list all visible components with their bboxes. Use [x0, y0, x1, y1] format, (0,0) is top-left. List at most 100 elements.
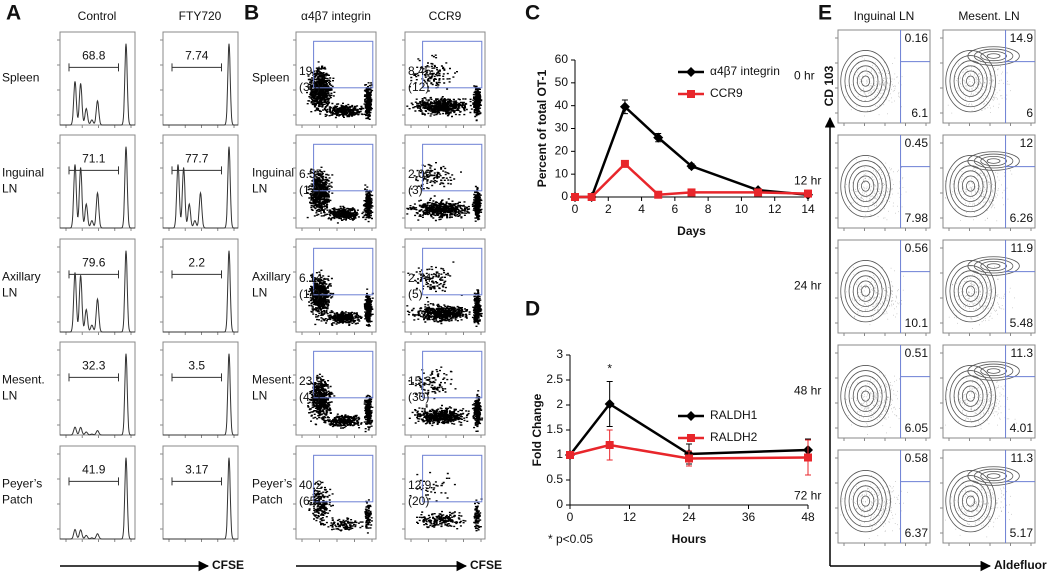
- gate-value: 40.2: [299, 478, 323, 492]
- gate-value: 3.5: [188, 358, 205, 372]
- quadrant-value: 0.58: [905, 451, 929, 465]
- contour: [852, 170, 879, 202]
- dot-plot: [409, 471, 483, 532]
- annotation: * p<0.05: [548, 532, 593, 546]
- gate: [422, 350, 483, 399]
- legend-marker: [687, 90, 695, 98]
- x-tick-label: 6: [672, 202, 679, 216]
- axis-label: CFSE: [212, 558, 244, 572]
- point: [587, 193, 596, 201]
- gate: [313, 40, 374, 89]
- gate-value: 77.7: [185, 151, 209, 165]
- x-tick-label: 0: [572, 202, 579, 216]
- histogram: [60, 457, 135, 540]
- contour: [980, 155, 1007, 167]
- y-tick-label: 60: [555, 52, 569, 66]
- quadrant-value: 4.01: [1010, 421, 1034, 435]
- panel-label: C: [525, 2, 540, 25]
- dot-plot: [406, 162, 483, 222]
- gate-value: 19.1: [299, 64, 323, 78]
- contour: [949, 475, 992, 528]
- column-header: α4β7 integrin: [301, 9, 371, 23]
- gate-bar: [68, 373, 119, 382]
- contour: [840, 365, 891, 428]
- contour: [961, 70, 980, 92]
- contour: [840, 155, 891, 218]
- panel-label: D: [525, 298, 540, 321]
- y-axis-label: Percent of total OT-1: [535, 70, 549, 188]
- quadrant-value: 0.56: [905, 241, 929, 255]
- gate-value-total: (30): [408, 390, 429, 404]
- quadrant-value: 6: [1026, 106, 1033, 120]
- gate: [422, 247, 483, 296]
- contour: [949, 55, 992, 108]
- contour: [844, 370, 887, 423]
- gate-value-total: (17): [299, 287, 320, 301]
- quadrant-value: 11.3: [1011, 346, 1034, 360]
- scatter-background: [844, 157, 907, 221]
- row-label: Patch: [2, 493, 33, 507]
- row-label: 0 hr: [794, 69, 815, 83]
- x-tick-label: 2: [605, 202, 612, 216]
- contour: [957, 485, 984, 517]
- histogram: [60, 146, 135, 229]
- contour: [844, 475, 887, 528]
- gate-value: 8.45: [408, 64, 432, 78]
- legend-marker: [686, 411, 696, 421]
- column-header: CCR9: [429, 9, 462, 23]
- quadrant-value: 0.51: [905, 346, 929, 360]
- panel-label: B: [244, 2, 259, 25]
- contour: [840, 470, 891, 533]
- contour: [966, 285, 976, 297]
- quadrant-value: 5.17: [1010, 526, 1034, 540]
- contour: [840, 260, 891, 323]
- quadrant-value: 11.9: [1011, 241, 1034, 255]
- gate-value: 2.74: [408, 271, 432, 285]
- point: [685, 454, 693, 463]
- point: [804, 189, 812, 198]
- gate-bar: [68, 270, 119, 279]
- contour: [856, 175, 875, 197]
- contour: [844, 160, 887, 213]
- contour: [980, 50, 1007, 62]
- dot-plot: [406, 54, 483, 122]
- histogram: [163, 43, 238, 126]
- quadrant-value: 14.9: [1010, 31, 1034, 45]
- contour: [949, 370, 992, 423]
- gate-bar: [68, 166, 119, 175]
- gate-value-total: (20): [408, 494, 429, 508]
- x-axis-label: Days: [677, 224, 706, 238]
- gate: [313, 143, 374, 192]
- series-line: [569, 443, 809, 460]
- row-label: Peyer’s: [2, 477, 42, 491]
- contour: [848, 60, 883, 103]
- y-tick-label: 0: [556, 497, 563, 511]
- point: [687, 188, 696, 197]
- quadrant-value: 11.3: [1011, 451, 1034, 465]
- row-label: Mesent.: [2, 373, 45, 387]
- y-tick-label: 30: [555, 121, 569, 135]
- plot-frame: [59, 445, 136, 540]
- row-label: Peyer’s: [252, 477, 292, 491]
- gate: [422, 454, 483, 503]
- quadrant-value: 6.26: [1010, 211, 1034, 225]
- row-label: Axillary: [2, 270, 41, 284]
- contour: [856, 385, 875, 407]
- contour: [980, 260, 1007, 272]
- gate-value: 2.09: [408, 167, 432, 181]
- histogram: [60, 250, 135, 333]
- x-tick-label: 14: [801, 202, 815, 216]
- gate-value: 32.3: [82, 358, 106, 372]
- quadrant-value: 10.1: [905, 316, 929, 330]
- histogram: [163, 353, 238, 436]
- column-header: FTY720: [179, 9, 222, 23]
- x-tick-label: 12: [768, 202, 782, 216]
- gate-value: 41.9: [82, 462, 106, 476]
- row-label: Patch: [252, 493, 283, 507]
- gate-value-total: (3): [408, 183, 423, 197]
- histogram: [60, 353, 135, 436]
- annotation: *: [607, 362, 612, 376]
- gate-value: 79.6: [82, 255, 106, 269]
- plot-frame: [295, 445, 377, 540]
